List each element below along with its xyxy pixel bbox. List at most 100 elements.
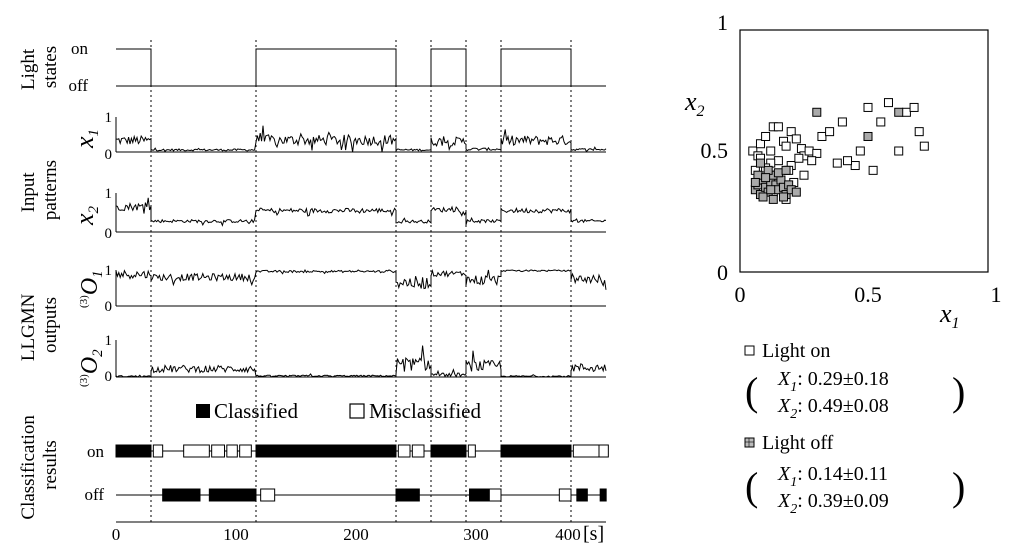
scatter-xtick-05: 0.5 — [854, 282, 882, 307]
on-point-24 — [894, 146, 904, 156]
classified-seg-on-2 — [430, 444, 467, 458]
x1-tick-0: 0 — [105, 147, 113, 163]
light-off-x2-val: : 0.39±0.09 — [797, 490, 889, 512]
o1-label: O — [77, 278, 103, 295]
svg-text:LLGMN outputs: LLGMN outputs — [18, 289, 61, 361]
misclassified-seg-on-2 — [211, 444, 226, 458]
light-on-x1-sub: 1 — [790, 380, 797, 395]
scatter-ytick-05: 0.5 — [701, 138, 729, 163]
light-on-x2-val: : 0.49±0.08 — [797, 395, 889, 417]
row-title-light-line1: Light — [18, 48, 39, 90]
x2-tick-0: 0 — [105, 226, 113, 242]
on-point-4 — [766, 146, 776, 156]
row-title-input-line2: patterns — [40, 160, 61, 220]
classified-seg-on-0 — [115, 444, 152, 458]
classified-seg-on-3 — [500, 444, 572, 458]
o1-sup: (3) — [78, 295, 90, 308]
svg-text:x2: x2 — [70, 205, 102, 226]
classified-seg-on-1 — [255, 444, 397, 458]
o2-axis-label: (3)O2 — [77, 349, 106, 387]
o2-sup: (3) — [78, 374, 90, 387]
on-point-26 — [909, 102, 919, 112]
off-point-29 — [791, 187, 801, 197]
misclassified-swatch — [349, 403, 365, 419]
on-point-23 — [883, 98, 893, 108]
on-point-19 — [855, 146, 865, 156]
off-point-24 — [863, 131, 873, 141]
off-point-22 — [766, 185, 776, 195]
svg-text:Classification results: Classification results — [18, 410, 61, 519]
o2-sub: 2 — [90, 349, 106, 357]
row-title-classification-line2: results — [40, 440, 61, 490]
light-on-x2: X2: 0.49±0.08 — [777, 395, 889, 422]
misclassified-seg-on-0 — [152, 444, 164, 458]
x1-plot — [115, 117, 607, 153]
classified-seg-off-8 — [576, 488, 588, 502]
on-point-13 — [804, 146, 814, 156]
scatter-legend: Light on ( X1: 0.29±0.18 X2: 0.49±0.08 )… — [744, 340, 965, 517]
scatter-xlabel: x1 — [939, 299, 960, 332]
row-title-light-line2: states — [40, 46, 61, 88]
on-point-3 — [761, 131, 771, 141]
light-off-paren-left: ( — [745, 464, 758, 509]
classified-swatch — [196, 404, 210, 418]
o1-line — [115, 268, 607, 290]
on-point-31 — [807, 156, 817, 166]
x1-axis-label: x1 — [70, 129, 102, 149]
misclassified-seg-on-4 — [239, 444, 252, 458]
svg-text:Light states: Light states — [18, 44, 61, 90]
light-tick-off: off — [68, 76, 88, 95]
on-point-20 — [863, 102, 873, 112]
class-tick-off: off — [84, 485, 104, 504]
light-tick-on: on — [71, 39, 89, 58]
on-point-16 — [825, 127, 835, 137]
x2-label: x — [70, 213, 99, 226]
on-point-15 — [817, 131, 827, 141]
on-point-22 — [876, 117, 886, 127]
row-title-llgmn-line2: outputs — [40, 297, 61, 353]
on-point-33 — [773, 156, 783, 166]
light-off-x1-val: : 0.14±0.11 — [797, 463, 888, 485]
light-state-line — [116, 48, 606, 87]
light-on-paren-right: ) — [952, 369, 965, 414]
row-title-llgmn-line1: LLGMN — [18, 293, 39, 361]
on-point-6 — [773, 122, 783, 132]
time-tick-300: 300 — [463, 525, 489, 544]
on-point-9 — [786, 127, 796, 137]
light-off-x1-sym: X — [777, 463, 791, 485]
light-off-x2-sub: 2 — [790, 502, 797, 517]
row-title-llgmn: LLGMN outputs — [18, 289, 61, 361]
on-point-27 — [914, 127, 924, 137]
classification-legend: Classified Misclassified — [196, 399, 481, 423]
on-point-0 — [748, 146, 758, 156]
on-point-25 — [901, 107, 911, 117]
scatter-xtick-0: 0 — [735, 282, 746, 307]
light-on-paren-left: ( — [745, 369, 758, 414]
classified-seg-off-4 — [162, 488, 201, 502]
row-title-input: Input patterns — [18, 160, 61, 220]
off-point-20 — [779, 192, 789, 202]
light-off-swatch — [744, 437, 755, 448]
x1-label: x — [70, 136, 99, 149]
on-point-44 — [799, 170, 809, 180]
off-point-27 — [755, 158, 765, 168]
svg-text:(3)O2: (3)O2 — [77, 349, 106, 387]
scatter-frame — [739, 29, 989, 273]
light-state-plot — [116, 48, 606, 87]
on-point-17 — [837, 117, 847, 127]
misclassified-seg-off-11 — [488, 488, 502, 502]
time-tick-400: 400 — [555, 525, 581, 544]
classified-seg-off-9 — [599, 488, 607, 502]
row-title-input-line1: Input — [18, 172, 39, 213]
off-point-21 — [761, 173, 771, 183]
scatter-ylabel-main: x — [684, 87, 697, 116]
misclassified-label: Misclassified — [369, 399, 481, 423]
on-point-30 — [832, 158, 842, 168]
off-point-23 — [812, 107, 822, 117]
light-off-x1-sub: 1 — [790, 475, 797, 490]
off-point-25 — [894, 107, 904, 117]
scatter-xlabel-sub: 1 — [952, 315, 960, 332]
light-off-x2: X2: 0.39±0.09 — [777, 490, 889, 517]
row-title-classification-line1: Classification — [18, 415, 39, 520]
